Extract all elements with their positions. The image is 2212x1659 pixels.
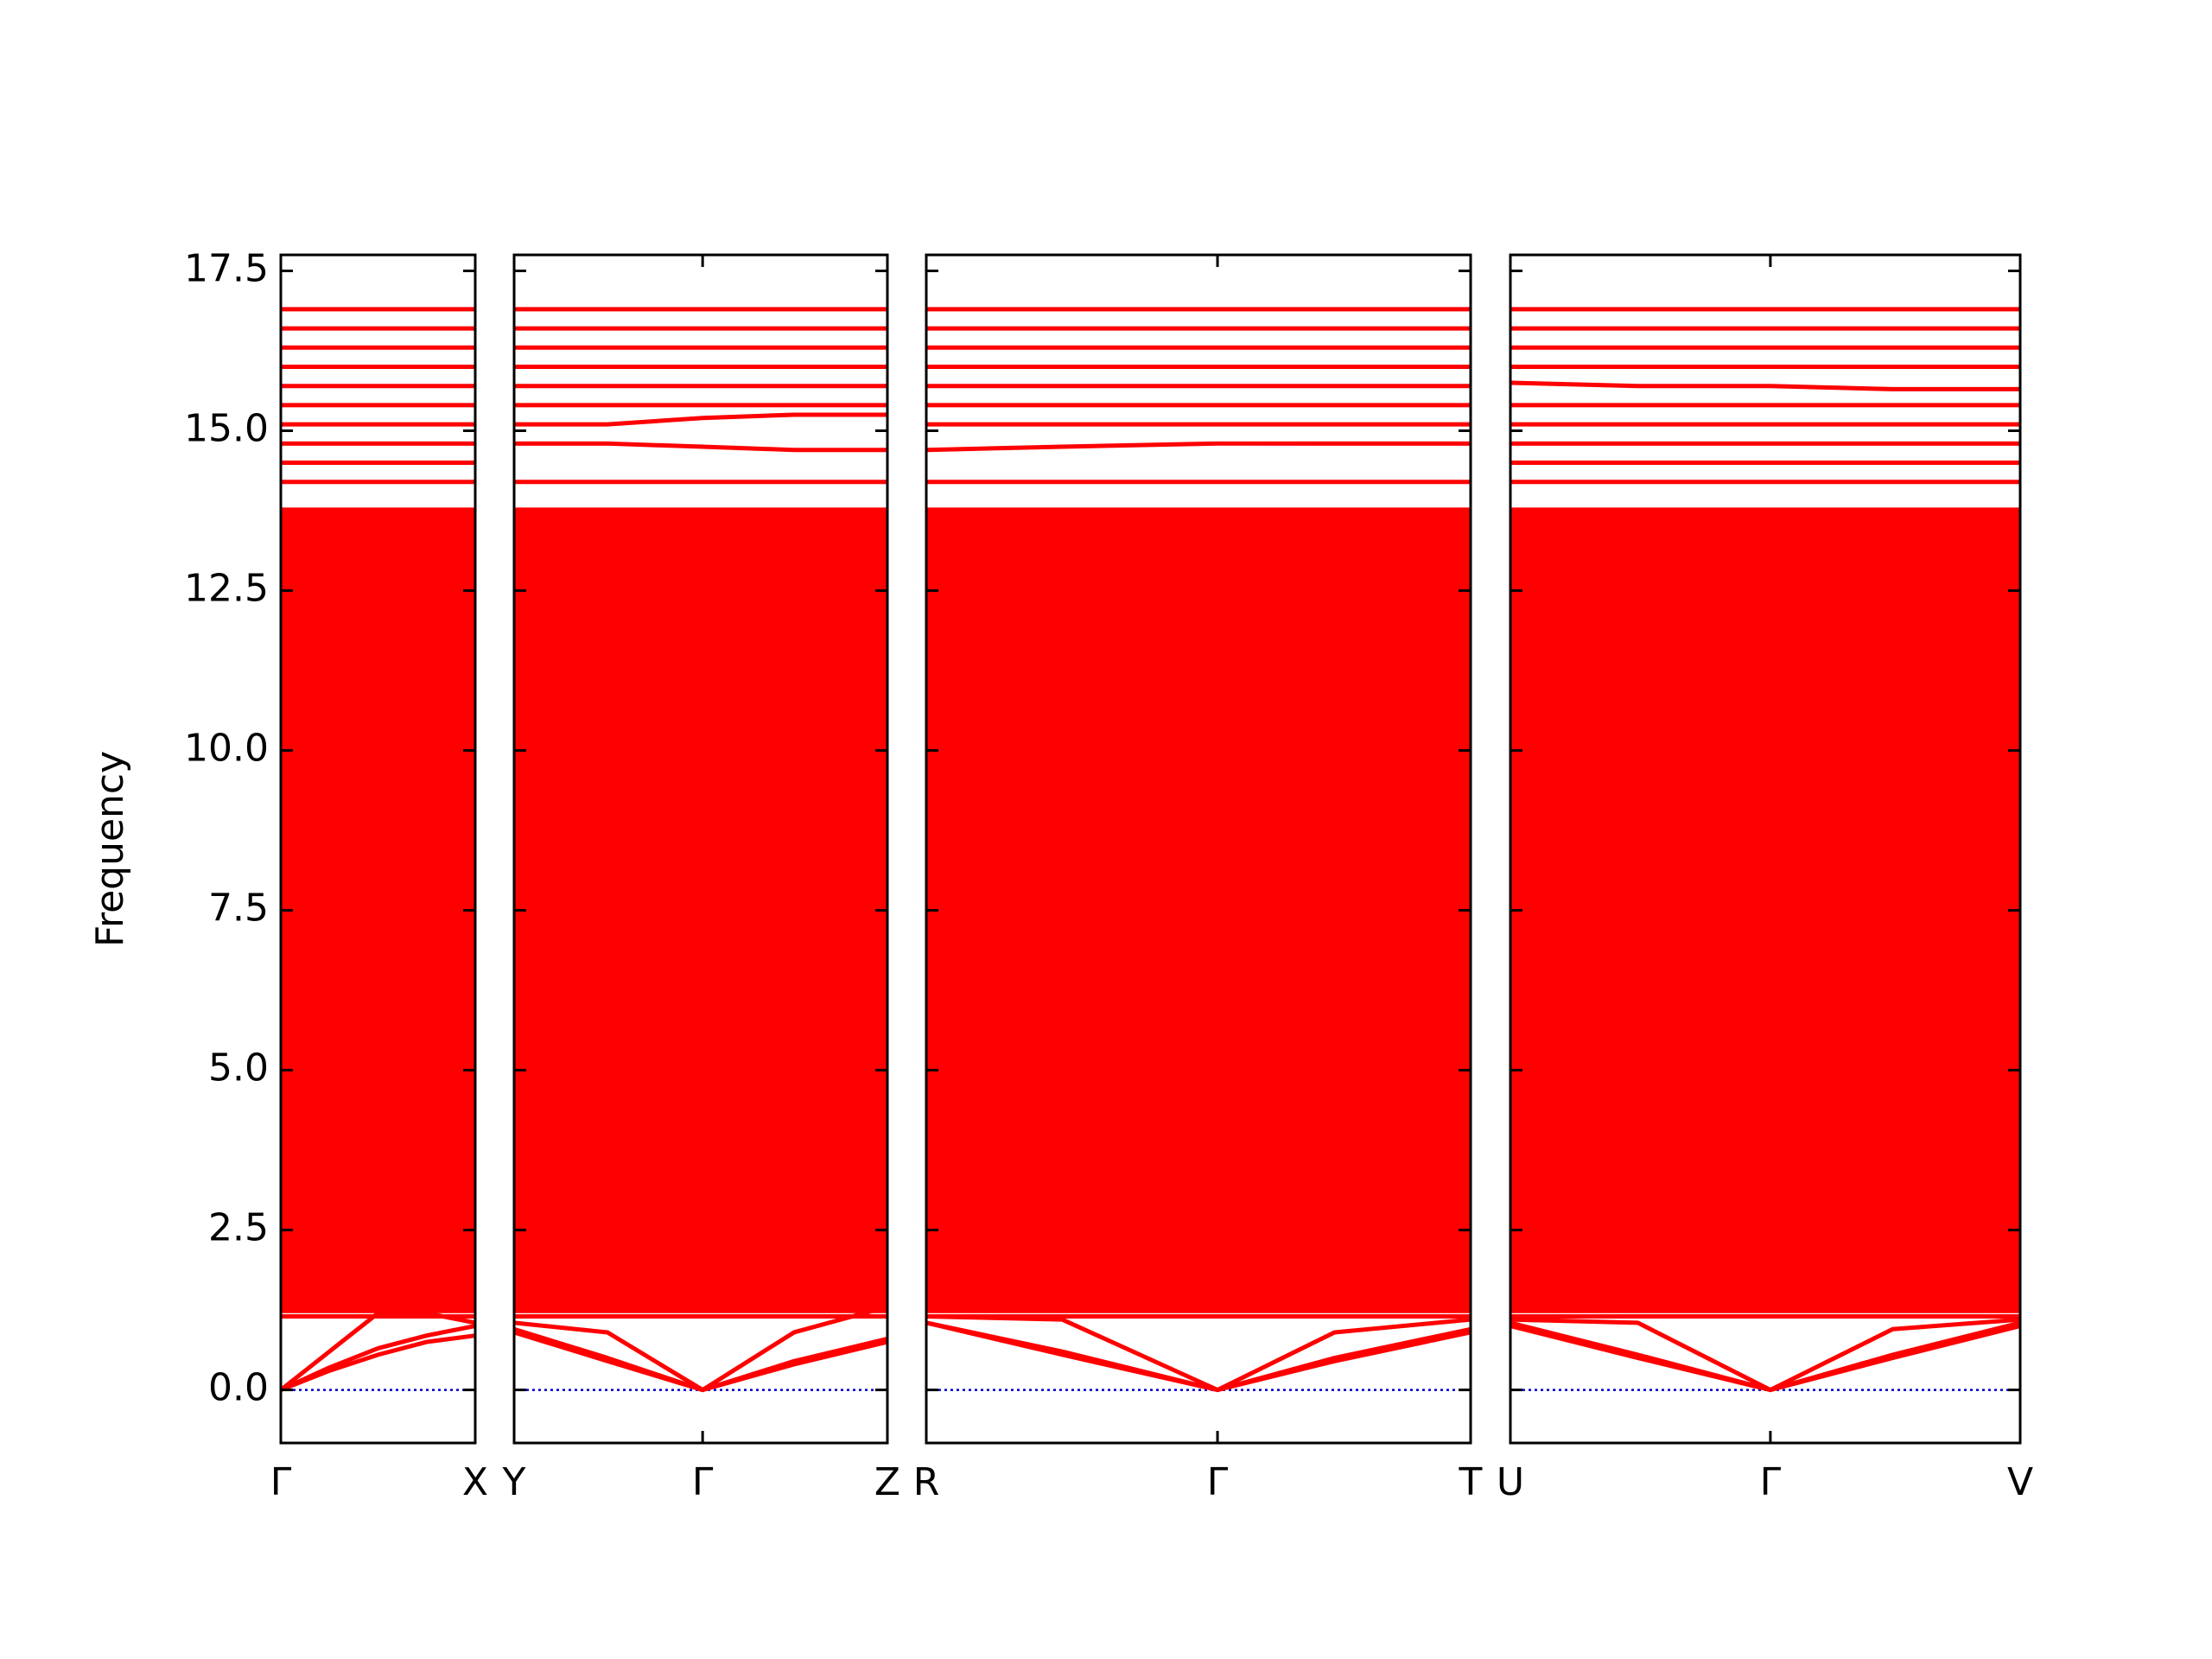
band-line <box>280 1333 476 1392</box>
x-tick-label: Z <box>874 1460 900 1504</box>
x-tick-label: U <box>1497 1460 1524 1504</box>
x-tick-label: Γ <box>1760 1460 1782 1504</box>
x-tick-label: Γ <box>692 1460 714 1504</box>
y-tick-label: 10.0 <box>184 727 269 771</box>
x-tick-label: Y <box>502 1460 526 1504</box>
plot-frame <box>925 253 1472 1445</box>
band-line <box>1510 1324 2021 1393</box>
y-tick-label: 7.5 <box>208 887 269 931</box>
band-line <box>279 1324 476 1392</box>
band-line <box>514 441 887 453</box>
band-line <box>513 1304 888 1393</box>
x-tick-label: V <box>2007 1460 2033 1504</box>
band-line <box>1510 1320 2021 1393</box>
band-line <box>513 1330 888 1393</box>
y-tick-label: 2.5 <box>208 1206 269 1250</box>
x-tick-label: R <box>913 1460 940 1504</box>
x-tick-label: Γ <box>1207 1460 1229 1504</box>
dense-band-region <box>1510 507 2020 1313</box>
dense-band-region <box>281 507 475 1313</box>
y-axis-label: Frequency <box>88 751 132 947</box>
band-line <box>925 441 1471 453</box>
plot-frame <box>279 253 477 1445</box>
y-tick-label: 17.5 <box>184 247 269 291</box>
x-tick-label: X <box>462 1460 488 1504</box>
y-tick-label: 12.5 <box>184 567 269 611</box>
x-tick-label: Γ <box>270 1460 292 1504</box>
band-line <box>513 1326 888 1393</box>
y-tick-label: 0.0 <box>208 1366 269 1410</box>
y-tick-label: 5.0 <box>208 1046 269 1090</box>
x-tick-label: T <box>1459 1460 1483 1504</box>
band-line <box>514 412 887 427</box>
band-line <box>925 1313 1471 1393</box>
y-tick-label: 15.0 <box>184 407 269 451</box>
band-line <box>1510 1317 2021 1393</box>
band-line <box>1510 380 2020 391</box>
dense-band-region <box>514 507 887 1313</box>
plot-frame <box>1509 253 2022 1445</box>
dense-band-region <box>926 507 1471 1313</box>
plot-frame <box>512 253 889 1445</box>
